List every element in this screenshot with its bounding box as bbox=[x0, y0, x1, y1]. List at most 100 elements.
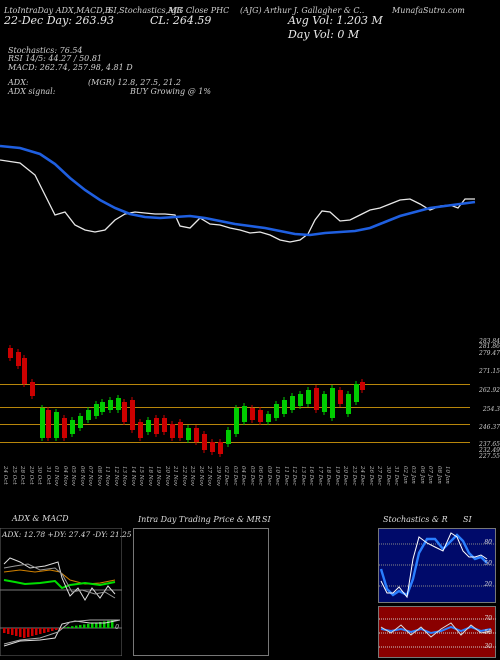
macd-bar bbox=[107, 620, 110, 628]
candle-body bbox=[170, 424, 175, 438]
rsi-panel: 70 50 30 bbox=[378, 606, 497, 658]
date-tick: 06 Dec bbox=[257, 466, 263, 486]
day-close-readout: 22-Dec Day: 263.93 bbox=[4, 14, 114, 27]
candle-body bbox=[210, 442, 215, 452]
date-tick: 11 Nov bbox=[104, 466, 110, 486]
date-axis: 24 Oct 25 Oct 28 Oct 29 Oct 30 Oct 31 Oct 01 N… bbox=[0, 466, 475, 494]
site-name: MunafaSutra.com bbox=[392, 6, 465, 15]
panel-title: Intra Day Trading Price & MR bbox=[138, 515, 261, 524]
moving-average-chart bbox=[0, 144, 476, 243]
day-volume: Day Vol: 0 M bbox=[288, 28, 360, 41]
ma-blue-line bbox=[0, 144, 476, 237]
level-line bbox=[0, 442, 470, 443]
date-tick: 03 Jan bbox=[410, 466, 416, 484]
date-tick: 30 Dec bbox=[384, 466, 391, 486]
date-tick: 23 Dec bbox=[350, 466, 357, 486]
date-tick: 12 Dec bbox=[291, 466, 297, 486]
candle-body bbox=[314, 388, 319, 410]
macd-bar bbox=[63, 627, 66, 628]
macd-bar bbox=[3, 628, 6, 633]
candle-body bbox=[86, 410, 91, 420]
date-tick: 08 Jan bbox=[435, 466, 442, 484]
adx-values: (MGR) 12.8, 27.5, 21.2 bbox=[88, 78, 181, 87]
macd-bar bbox=[23, 628, 26, 638]
rsi-level-70: 70 bbox=[484, 615, 492, 622]
candle-body bbox=[78, 416, 83, 428]
date-tick: 06 Nov bbox=[78, 466, 85, 486]
candlestick-chart: 283.84 281.86 279.47 271.15 262.92 254.3… bbox=[0, 338, 500, 463]
candle-body bbox=[146, 420, 151, 432]
candle-body bbox=[162, 418, 167, 432]
date-tick: 10 Dec bbox=[274, 466, 280, 486]
price-tick: 254.3 bbox=[482, 406, 500, 413]
date-tick: 10 Jan bbox=[444, 466, 450, 484]
macd-bar bbox=[71, 626, 74, 628]
date-tick: 29 Oct bbox=[27, 466, 34, 485]
ticker-title: (AJG) Arthur J. Gallagher & C.. bbox=[240, 6, 365, 15]
date-tick: 27 Dec bbox=[376, 466, 382, 486]
date-tick: 20 Nov bbox=[163, 466, 170, 486]
price-tick: 283.84 bbox=[479, 338, 500, 345]
date-tick: 18 Dec bbox=[325, 466, 331, 486]
candle-body bbox=[360, 382, 365, 390]
macd-bar bbox=[15, 628, 18, 636]
candle-body bbox=[282, 400, 287, 414]
date-tick: 27 Nov bbox=[206, 466, 212, 486]
candle-body bbox=[322, 394, 327, 412]
date-tick: 04 Nov bbox=[61, 466, 68, 486]
header-label-2: SI,Stochastics,MR bbox=[108, 6, 183, 15]
panel-title: Stochastics & R bbox=[383, 515, 448, 524]
header-label-3: AJG Close PHC bbox=[168, 6, 230, 15]
candle-body bbox=[266, 414, 271, 422]
ma-white-line bbox=[0, 159, 475, 243]
candle-body bbox=[130, 400, 135, 430]
macd-bar bbox=[111, 620, 114, 628]
date-tick: 28 Oct bbox=[19, 466, 25, 485]
candle-body bbox=[346, 394, 351, 414]
date-tick: 15 Nov bbox=[138, 466, 144, 486]
candle-body bbox=[116, 398, 121, 410]
macd-bar bbox=[31, 628, 34, 636]
macd-bar bbox=[47, 628, 50, 632]
panel-title: ADX & MACD bbox=[12, 514, 69, 523]
intraday-panel: Intra Day Trading Price & MR SI bbox=[133, 515, 271, 656]
date-tick: 26 Dec bbox=[367, 466, 374, 486]
macd-bar bbox=[19, 628, 22, 637]
price-tick: 262.92 bbox=[479, 387, 500, 394]
stochastics-value: Stochastics: 76.54 bbox=[8, 46, 83, 55]
candle-body bbox=[186, 428, 191, 440]
date-tick: 05 Dec bbox=[248, 466, 255, 486]
date-tick: 30 Oct bbox=[36, 466, 42, 485]
adx-label: ADX: bbox=[8, 78, 29, 87]
price-tick: 279.47 bbox=[479, 350, 500, 357]
candle-body bbox=[274, 404, 279, 418]
date-tick: 11 Dec bbox=[282, 466, 289, 486]
candle-body bbox=[138, 422, 143, 438]
date-tick: 04 Dec bbox=[240, 466, 246, 486]
macd-value: MACD: 262.74, 257.98, 4.81 D bbox=[8, 63, 133, 72]
macd-bar bbox=[75, 625, 78, 628]
level-line bbox=[0, 407, 470, 408]
date-tick: 18 Nov bbox=[146, 466, 153, 486]
adx-signal-label: ADX signal: bbox=[8, 87, 56, 96]
adx-zero-label: 0 bbox=[115, 624, 119, 631]
level-line bbox=[0, 384, 470, 385]
panel-title-si: SI bbox=[262, 515, 271, 524]
macd-bar bbox=[27, 628, 30, 637]
macd-bar bbox=[83, 624, 86, 628]
rsi-value: RSI 14/5: 44.27 / 50.81 bbox=[8, 54, 102, 63]
date-tick: 13 Nov bbox=[121, 466, 127, 486]
candle-body bbox=[218, 442, 223, 454]
candle-body bbox=[46, 410, 51, 438]
macd-bar bbox=[55, 628, 58, 630]
candle-body bbox=[202, 434, 207, 450]
price-tick: 232.49 bbox=[479, 447, 500, 454]
date-tick: 05 Nov bbox=[70, 466, 76, 486]
rsi-level-30: 30 bbox=[484, 643, 492, 650]
candle-body bbox=[306, 390, 311, 404]
date-tick: 14 Nov bbox=[129, 466, 136, 486]
adx-macd-plot bbox=[0, 527, 123, 657]
date-tick: 19 Dec bbox=[333, 466, 340, 486]
price-tick: 237.65 bbox=[479, 441, 500, 448]
rsi-plot bbox=[379, 618, 497, 648]
